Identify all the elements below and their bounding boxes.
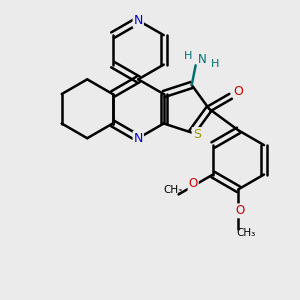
Text: N: N [134, 132, 143, 145]
Text: O: O [188, 177, 198, 190]
Text: N: N [134, 14, 143, 27]
Text: N: N [198, 53, 207, 66]
Text: S: S [193, 128, 201, 141]
Text: O: O [236, 204, 245, 218]
Text: CH₃: CH₃ [237, 228, 256, 238]
Text: O: O [234, 85, 244, 98]
Text: CH₃: CH₃ [163, 184, 182, 194]
Text: H: H [211, 59, 220, 69]
Text: H: H [184, 52, 192, 61]
